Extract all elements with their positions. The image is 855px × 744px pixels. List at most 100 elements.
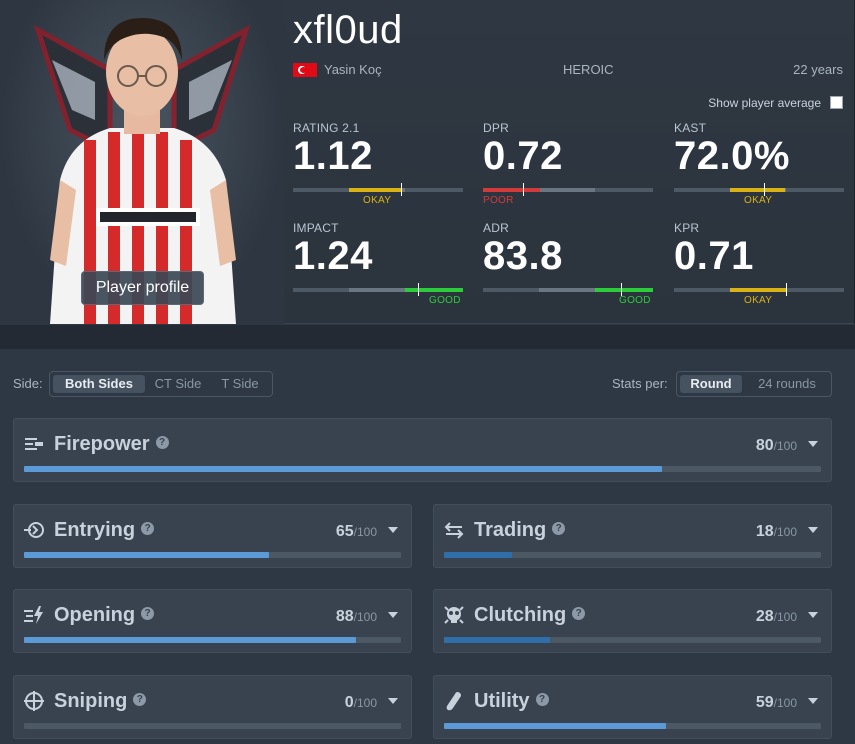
team-logo (33, 24, 251, 155)
category-card-clutching[interactable]: Clutching? 28/100 (433, 589, 832, 653)
category-bar (444, 637, 821, 643)
category-title: Utility? (474, 690, 549, 713)
stat-value: 0.71 (674, 234, 754, 278)
player-photo: Player profile (0, 0, 284, 324)
category-card-firepower[interactable]: Firepower? 80/100 (13, 418, 832, 482)
stat-bar (483, 283, 653, 296)
stat-bar-fill (349, 188, 402, 192)
chevron-down-icon[interactable] (808, 612, 818, 618)
category-title: Entrying? (54, 519, 155, 542)
stat-bar-fill (405, 288, 463, 292)
help-icon[interactable]: ? (141, 607, 155, 621)
trading-icon (444, 522, 464, 539)
stats-per-filter: Round 24 rounds (676, 371, 832, 397)
category-bar (24, 466, 821, 472)
side-filter-label: Side: (13, 376, 43, 391)
stat-value: 72.0% (674, 134, 790, 178)
category-bar (24, 637, 401, 643)
stat-bar-marker (621, 283, 622, 296)
stat-value: 1.24 (293, 234, 373, 278)
help-icon[interactable]: ? (141, 522, 155, 536)
help-icon[interactable]: ? (133, 693, 147, 707)
player-team[interactable]: HEROIC (563, 62, 614, 77)
category-bar-fill (444, 637, 550, 643)
category-bar-fill (24, 552, 270, 558)
stat-label: DPR (483, 121, 509, 135)
stat-grade: OKAY (744, 295, 773, 306)
stat-impact: IMPACT 1.24 GOOD (293, 221, 463, 311)
category-bar-fill (24, 637, 356, 643)
show-average-toggle[interactable]: Show player average (600, 95, 843, 111)
stat-bar-marker (764, 183, 765, 196)
category-card-entrying[interactable]: Entrying? 65/100 (13, 504, 412, 568)
stats-per-24-rounds-button[interactable]: 24 rounds (758, 376, 816, 391)
entrying-icon (24, 522, 44, 538)
category-score: 18/100 (755, 523, 797, 540)
category-card-opening[interactable]: Opening? 88/100 (13, 589, 412, 653)
chevron-down-icon[interactable] (808, 698, 818, 704)
firepower-icon (25, 438, 43, 450)
category-score: 28/100 (755, 608, 797, 625)
sniping-icon (24, 691, 44, 711)
stats-per-round-button[interactable]: Round (680, 375, 742, 393)
clutching-icon (444, 606, 464, 624)
section-divider (0, 325, 855, 349)
category-score: 80/100 (755, 437, 797, 454)
category-title: Sniping? (54, 690, 147, 713)
stat-grade: OKAY (744, 195, 773, 206)
chevron-down-icon[interactable] (808, 441, 818, 447)
stat-bar-fill (730, 288, 787, 292)
category-title: Opening? (54, 604, 155, 627)
stat-grade: OKAY (363, 195, 392, 206)
side-both-button[interactable]: Both Sides (53, 375, 145, 393)
stat-grade: GOOD (619, 295, 651, 306)
stat-bar-marker (401, 183, 402, 196)
stat-rating: RATING 2.1 1.12 OKAY (293, 121, 463, 211)
show-average-checkbox[interactable] (830, 96, 843, 109)
stat-bar (674, 283, 844, 296)
stat-bar-marker (523, 183, 524, 196)
turkey-flag-icon (293, 63, 317, 77)
stat-label: KPR (674, 221, 700, 235)
stat-bar (483, 183, 653, 196)
stat-bar-fill (595, 288, 653, 292)
chevron-down-icon[interactable] (808, 527, 818, 533)
category-card-utility[interactable]: Utility? 59/100 (433, 675, 832, 739)
side-ct-button[interactable]: CT Side (154, 376, 202, 391)
category-bar (444, 552, 821, 558)
utility-icon (446, 692, 461, 711)
stat-value: 1.12 (293, 134, 373, 178)
player-real-name: Yasin Koç (324, 62, 382, 77)
chevron-down-icon[interactable] (388, 612, 398, 618)
chevron-down-icon[interactable] (388, 698, 398, 704)
help-icon[interactable]: ? (155, 436, 169, 450)
category-bar (444, 723, 821, 729)
stat-label: RATING 2.1 (293, 121, 360, 135)
category-card-trading[interactable]: Trading? 18/100 (433, 504, 832, 568)
help-icon[interactable]: ? (552, 522, 566, 536)
player-info-row: Yasin Koç HEROIC 22 years (293, 62, 843, 78)
stat-grade: GOOD (429, 295, 461, 306)
category-bar-fill (24, 466, 662, 472)
side-t-button[interactable]: T Side (221, 376, 259, 391)
show-average-label: Show player average (708, 96, 821, 110)
stat-value: 0.72 (483, 134, 563, 178)
chevron-down-icon[interactable] (388, 527, 398, 533)
stat-bar-fill (730, 188, 785, 192)
stat-grade: POOR (483, 195, 514, 206)
help-icon[interactable]: ? (535, 693, 549, 707)
opening-icon (24, 606, 43, 624)
stat-bar (674, 183, 844, 196)
category-card-sniping[interactable]: Sniping? 0/100 (13, 675, 412, 739)
category-title: Trading? (474, 519, 566, 542)
stat-bar-marker (418, 283, 419, 296)
help-icon[interactable]: ? (572, 607, 586, 621)
player-profile-button[interactable]: Player profile (81, 271, 204, 305)
stat-value: 83.8 (483, 234, 563, 278)
stat-label: ADR (483, 221, 509, 235)
category-score: 88/100 (335, 608, 377, 625)
category-title: Firepower? (54, 433, 169, 456)
player-nickname: xfl0ud (293, 8, 403, 52)
stat-bar (293, 183, 463, 196)
stat-dpr: DPR 0.72 POOR (483, 121, 653, 211)
